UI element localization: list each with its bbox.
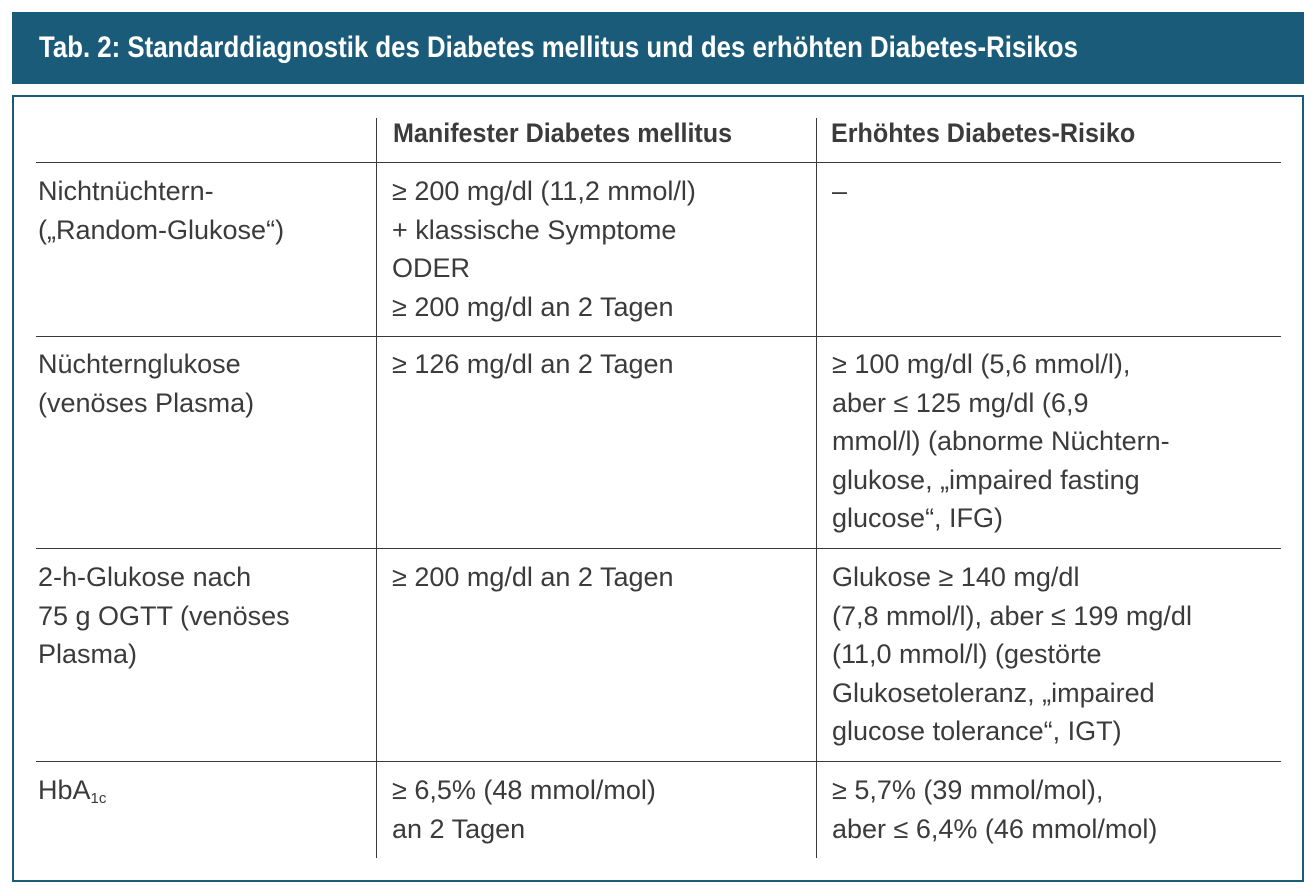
cell-manifest: ≥ 200 mg/dl an 2 Tagen: [392, 562, 674, 592]
table-title: Tab. 2: Standarddiagnostik des Diabetes …: [39, 31, 1078, 64]
row-label: HbA1c: [38, 775, 107, 807]
row-divider-3: [36, 761, 1281, 762]
cell-risk: –: [832, 176, 848, 206]
column-header-risk: Erhöhtes Diabetes-Risiko: [831, 118, 1136, 148]
cell-manifest: ≥ 200 mg/dl (11,2 mmol/l) + klassische S…: [392, 176, 696, 322]
row-divider-1: [36, 336, 1281, 337]
column-divider-2: [816, 118, 817, 858]
row-label: Nüchternglukose (venöses Plasma): [38, 349, 255, 418]
row-divider-header: [36, 162, 1281, 163]
column-divider-1: [376, 118, 377, 858]
cell-manifest: ≥ 6,5% (48 mmol/mol) an 2 Tagen: [392, 775, 656, 844]
cell-manifest: ≥ 126 mg/dl an 2 Tagen: [392, 349, 674, 379]
row-label: Nichtnüchtern- („Random-Glukose“): [38, 176, 285, 245]
row-divider-2: [36, 548, 1281, 549]
table-frame: [12, 95, 1304, 882]
column-header-manifest: Manifester Diabetes mellitus: [393, 118, 733, 148]
row-label: 2-h-Glukose nach 75 g OGTT (venöses Plas…: [38, 562, 290, 669]
cell-risk: ≥ 100 mg/dl (5,6 mmol/l), aber ≤ 125 mg/…: [832, 349, 1170, 533]
cell-risk: Glukose ≥ 140 mg/dl (7,8 mmol/l), aber ≤…: [832, 562, 1192, 746]
table-title-bar: Tab. 2: Standarddiagnostik des Diabetes …: [12, 12, 1304, 84]
cell-risk: ≥ 5,7% (39 mmol/mol), aber ≤ 6,4% (46 mm…: [832, 775, 1158, 844]
